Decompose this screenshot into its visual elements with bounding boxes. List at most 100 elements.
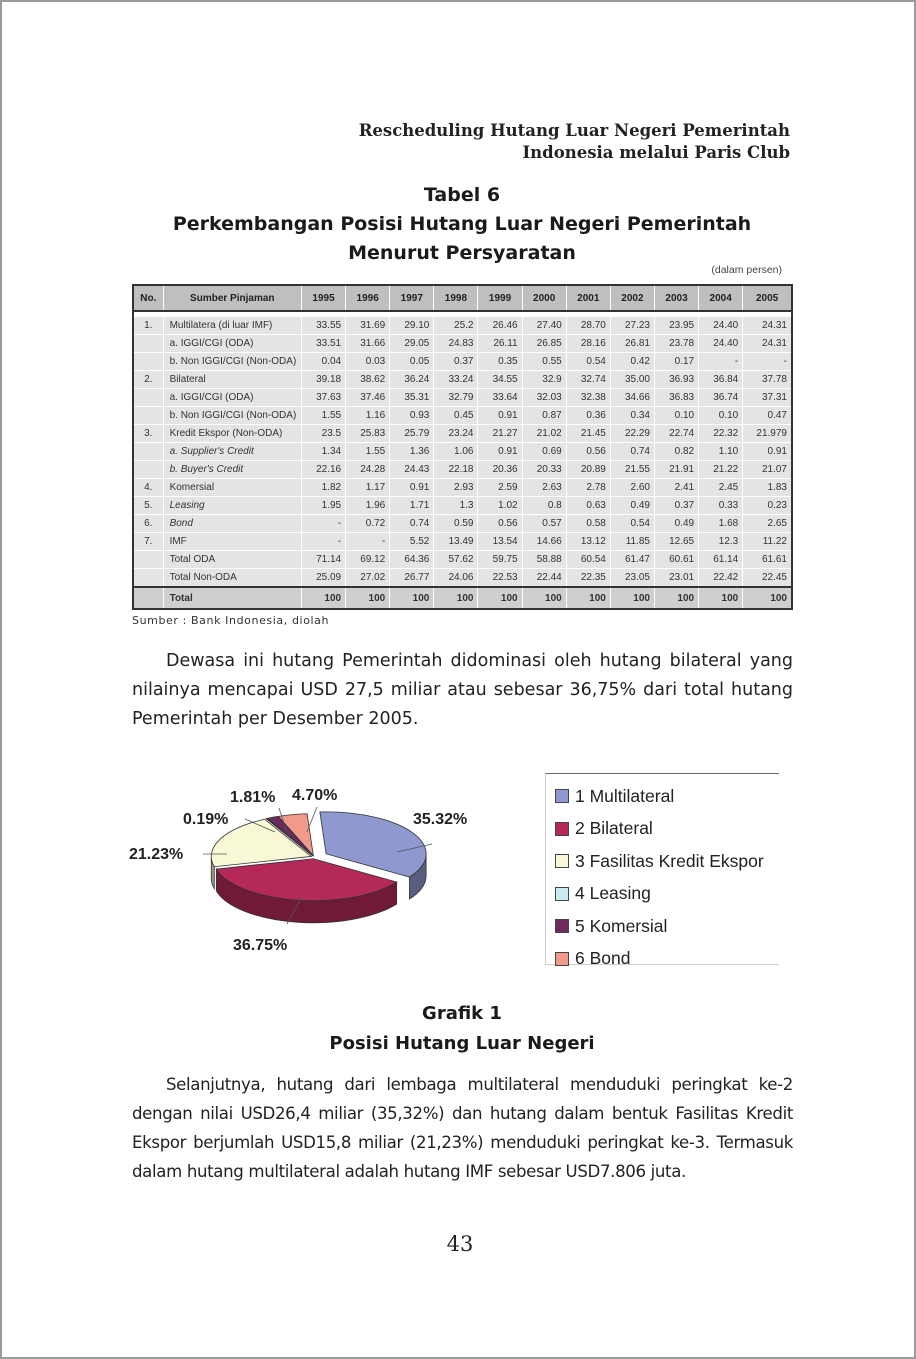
- table-title-line-2: Menurut Persyaratan: [348, 242, 576, 264]
- row-value-cell: 25.09: [301, 568, 347, 588]
- row-value-cell: 1.10: [698, 442, 744, 461]
- row-value-cell: 0.04: [301, 352, 347, 371]
- row-value-cell: 0.87: [522, 406, 567, 425]
- header-year: 2004: [698, 285, 744, 311]
- row-value-cell: 2.78: [566, 478, 611, 497]
- row-value-cell: 100: [345, 586, 391, 610]
- table-row: 7. IMF - -5.52 13.49 13.54 14.66 13.12 11.85 12.6…: [133, 532, 793, 551]
- graph-number: Grafik 1: [422, 1003, 502, 1024]
- separator-cell: [133, 310, 792, 317]
- row-value-cell: 1.06: [433, 442, 479, 461]
- legend-item: 1 Multilateral: [555, 780, 779, 813]
- legend-item: 2 Bilateral: [555, 813, 779, 846]
- legend-label: 1 Multilateral: [575, 785, 675, 806]
- row-value-cell: 0.57: [522, 514, 567, 533]
- header-year: 1996: [345, 285, 391, 311]
- row-value-cell: 32.74: [566, 370, 611, 389]
- row-value-cell: 1.34: [301, 442, 347, 461]
- row-value-cell: 25.79: [389, 424, 435, 443]
- running-head-line-2: Indonesia melalui Paris Club: [522, 143, 790, 162]
- row-value-cell: 24.31: [742, 334, 793, 353]
- pie-leader-line: [396, 843, 433, 853]
- table-total-row: Total 100 100 100 100 100 100 100 100 100 100 100: [133, 586, 793, 610]
- pie-value-label: 0.19%: [183, 811, 228, 828]
- row-value-cell: 0.45: [433, 406, 479, 425]
- row-source-name: a. IGGI/CGI (ODA): [163, 334, 302, 353]
- row-source-name: Bond: [163, 514, 302, 533]
- row-number: [133, 550, 164, 569]
- table-header-row: No. Sumber Pinjaman 1995 1996 1997 1998 1999 20…: [133, 285, 793, 311]
- row-number: 4.: [133, 478, 164, 497]
- table-title-line-1: Perkembangan Posisi Hutang Luar Negeri P…: [172, 213, 752, 235]
- paragraph-1: Dewasa ini hutang Pemerintah didominasi …: [132, 651, 793, 729]
- row-number: [133, 352, 164, 371]
- paragraph-2: Selanjutnya, hutang dari lembaga multila…: [132, 1075, 793, 1181]
- row-value-cell: 23.24: [433, 424, 479, 443]
- row-value-cell: 0.49: [610, 496, 655, 515]
- row-value-cell: 61.47: [610, 550, 655, 569]
- row-source-name: Komersial: [163, 478, 302, 497]
- row-value-cell: 100: [610, 586, 655, 610]
- table-row: 2. Bilateral 39.18 38.62 36.24 33.24 34.55 32.9…: [133, 370, 793, 389]
- row-value-cell: 13.49: [433, 532, 479, 551]
- header-year: 1998: [433, 285, 479, 311]
- legend-swatch: [555, 789, 569, 804]
- row-value-cell: 1.36: [389, 442, 435, 461]
- row-value-cell: 24.06: [433, 568, 479, 588]
- pie-slice: [210, 818, 313, 868]
- table-header-separator: [133, 310, 792, 317]
- row-value-cell: 21.07: [742, 460, 793, 479]
- row-value-cell: 0.91: [742, 442, 793, 461]
- row-value-cell: 26.77: [389, 568, 435, 588]
- pie-slice: [215, 858, 398, 902]
- row-value-cell: 37.78: [742, 370, 793, 389]
- row-value-cell: -: [698, 352, 744, 371]
- row-number: 2.: [133, 370, 164, 389]
- pie-value-label: 35.32%: [413, 811, 467, 828]
- row-value-cell: 1.3: [433, 496, 479, 515]
- row-value-cell: 24.28: [345, 460, 391, 479]
- row-value-cell: 24.83: [433, 334, 479, 353]
- row-value-cell: 26.85: [522, 334, 567, 353]
- row-value-cell: 21.02: [522, 424, 567, 443]
- table-row: a. Supplier's Credit 1.34 1.55 1.36 1.06 0.91…: [133, 442, 793, 461]
- row-value-cell: 2.45: [698, 478, 744, 497]
- row-value-cell: 0.91: [477, 442, 523, 461]
- pie-slice: [319, 811, 427, 878]
- table-row: a. IGGI/CGI (ODA) 37.63 37.46 35.31 32.79 33.…: [133, 388, 793, 407]
- pie-slice: [277, 813, 314, 857]
- row-value-cell: 34.55: [477, 370, 523, 389]
- running-head: Rescheduling Hutang Luar Negeri Pemerint…: [359, 120, 790, 164]
- row-value-cell: 60.54: [566, 550, 611, 569]
- legend-item: 6 Bond: [555, 943, 779, 976]
- row-value-cell: 32.9: [522, 370, 567, 389]
- row-value-cell: 1.17: [345, 478, 391, 497]
- row-value-cell: 2.65: [742, 514, 793, 533]
- row-value-cell: 1.71: [389, 496, 435, 515]
- row-value-cell: 22.42: [698, 568, 744, 588]
- row-number: 5.: [133, 496, 164, 515]
- row-value-cell: 24.40: [698, 334, 744, 353]
- running-head-line-1: Rescheduling Hutang Luar Negeri Pemerint…: [358, 121, 790, 140]
- row-value-cell: 0.37: [654, 496, 700, 515]
- row-value-cell: 22.45: [742, 568, 793, 588]
- table-row: Total Non-ODA 25.09 27.02 26.77 24.06 22.53 22…: [133, 568, 793, 588]
- row-value-cell: 31.66: [345, 334, 391, 353]
- row-value-cell: 69.12: [345, 550, 391, 569]
- header-year: 2002: [610, 285, 655, 311]
- row-value-cell: 26.11: [477, 334, 523, 353]
- row-value-cell: 11.85: [610, 532, 655, 551]
- row-value-cell: 0.91: [389, 478, 435, 497]
- legend-label: 5 Komersial: [575, 915, 668, 936]
- table-source-note: Sumber : Bank Indonesia, diolah: [132, 614, 330, 627]
- row-value-cell: 28.70: [566, 317, 611, 335]
- row-value-cell: 0.63: [566, 496, 611, 515]
- row-value-cell: 22.32: [698, 424, 744, 443]
- header-year: 2005: [742, 285, 793, 311]
- row-value-cell: 2.41: [654, 478, 700, 497]
- row-source-name: Leasing: [163, 496, 302, 515]
- row-value-cell: 1.83: [742, 478, 793, 497]
- row-value-cell: 0.10: [698, 406, 744, 425]
- row-value-cell: 1.55: [345, 442, 391, 461]
- row-value-cell: 26.81: [610, 334, 655, 353]
